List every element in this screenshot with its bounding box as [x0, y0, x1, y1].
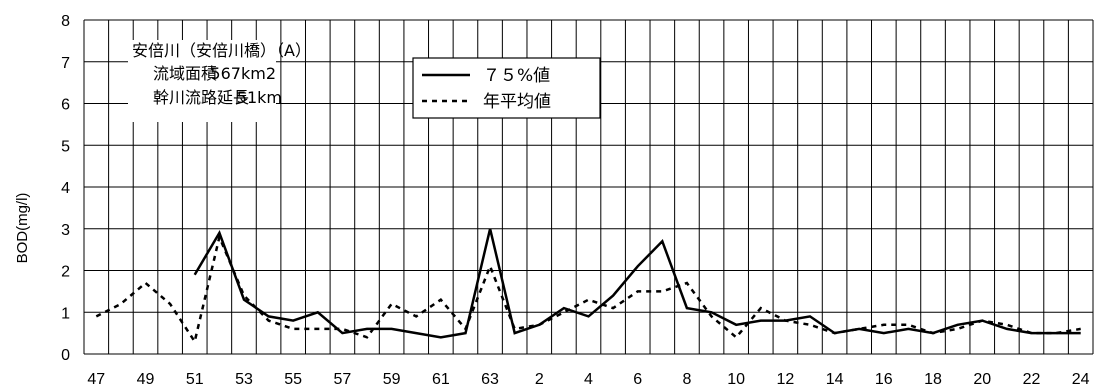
- annotation-length-label: 幹川流路延長: [153, 88, 249, 107]
- y-tick-label: 4: [61, 180, 70, 197]
- x-tick-label: 10: [727, 371, 745, 388]
- x-tick-label: 49: [137, 371, 155, 388]
- x-tick-label: 59: [383, 371, 401, 388]
- legend-label-annual-mean: 年平均値: [483, 92, 551, 112]
- x-tick-label: 14: [826, 371, 844, 388]
- x-tick-label: 20: [973, 371, 991, 388]
- y-tick-label: 0: [61, 347, 70, 364]
- x-tick-label: 63: [481, 371, 499, 388]
- annotation-title: 安倍川（安倍川橋）（A）: [132, 41, 311, 60]
- series-lines: [95, 228, 1081, 345]
- legend: ７５%値 年平均値: [412, 57, 601, 119]
- y-tick-label: 1: [61, 305, 70, 322]
- annotation-length-value: 51km: [237, 88, 282, 107]
- y-tick-label: 7: [61, 55, 70, 72]
- x-tick-label: 18: [924, 371, 942, 388]
- x-tick-label: 8: [682, 371, 691, 388]
- series-line-annual-mean: [95, 233, 1081, 345]
- y-tick-label: 2: [61, 264, 70, 281]
- x-tick-label: 2: [535, 371, 544, 388]
- x-tick-label: 57: [334, 371, 352, 388]
- x-axis-ticks: 47 49 51 53 55 57 59 61 63 2 4 6 8 10 12 14 16 18 20 22 24: [87, 371, 1089, 388]
- annotation-background: [128, 40, 276, 122]
- y-tick-label: 5: [61, 138, 70, 155]
- y-axis-ticks: 0 1 2 3 4 5 6 7 8: [61, 13, 70, 364]
- y-tick-label: 8: [61, 13, 70, 30]
- x-tick-label: 61: [432, 371, 450, 388]
- x-tick-label: 22: [1023, 371, 1041, 388]
- x-tick-label: 55: [284, 371, 302, 388]
- annotation-area-label: 流域面積: [153, 64, 217, 83]
- legend-label-75pct: ７５%値: [483, 66, 550, 86]
- x-tick-label: 4: [584, 371, 593, 388]
- x-tick-label: 16: [875, 371, 893, 388]
- y-axis-label: BOD(mg/l): [14, 193, 31, 264]
- x-tick-label: 24: [1072, 371, 1090, 388]
- x-tick-label: 6: [633, 371, 642, 388]
- series-line-75pct: [193, 228, 1081, 339]
- y-tick-label: 3: [61, 222, 70, 239]
- x-tick-label: 47: [87, 371, 105, 388]
- annotation-area-value: 567km2: [210, 64, 276, 83]
- x-tick-label: 51: [186, 371, 204, 388]
- x-tick-label: 53: [235, 371, 253, 388]
- station-annotation: 安倍川（安倍川橋）（A） 流域面積 567km2 幹川流路延長 51km: [128, 40, 311, 122]
- x-tick-label: 12: [776, 371, 794, 388]
- y-tick-label: 6: [61, 97, 70, 114]
- legend-box: [412, 57, 601, 119]
